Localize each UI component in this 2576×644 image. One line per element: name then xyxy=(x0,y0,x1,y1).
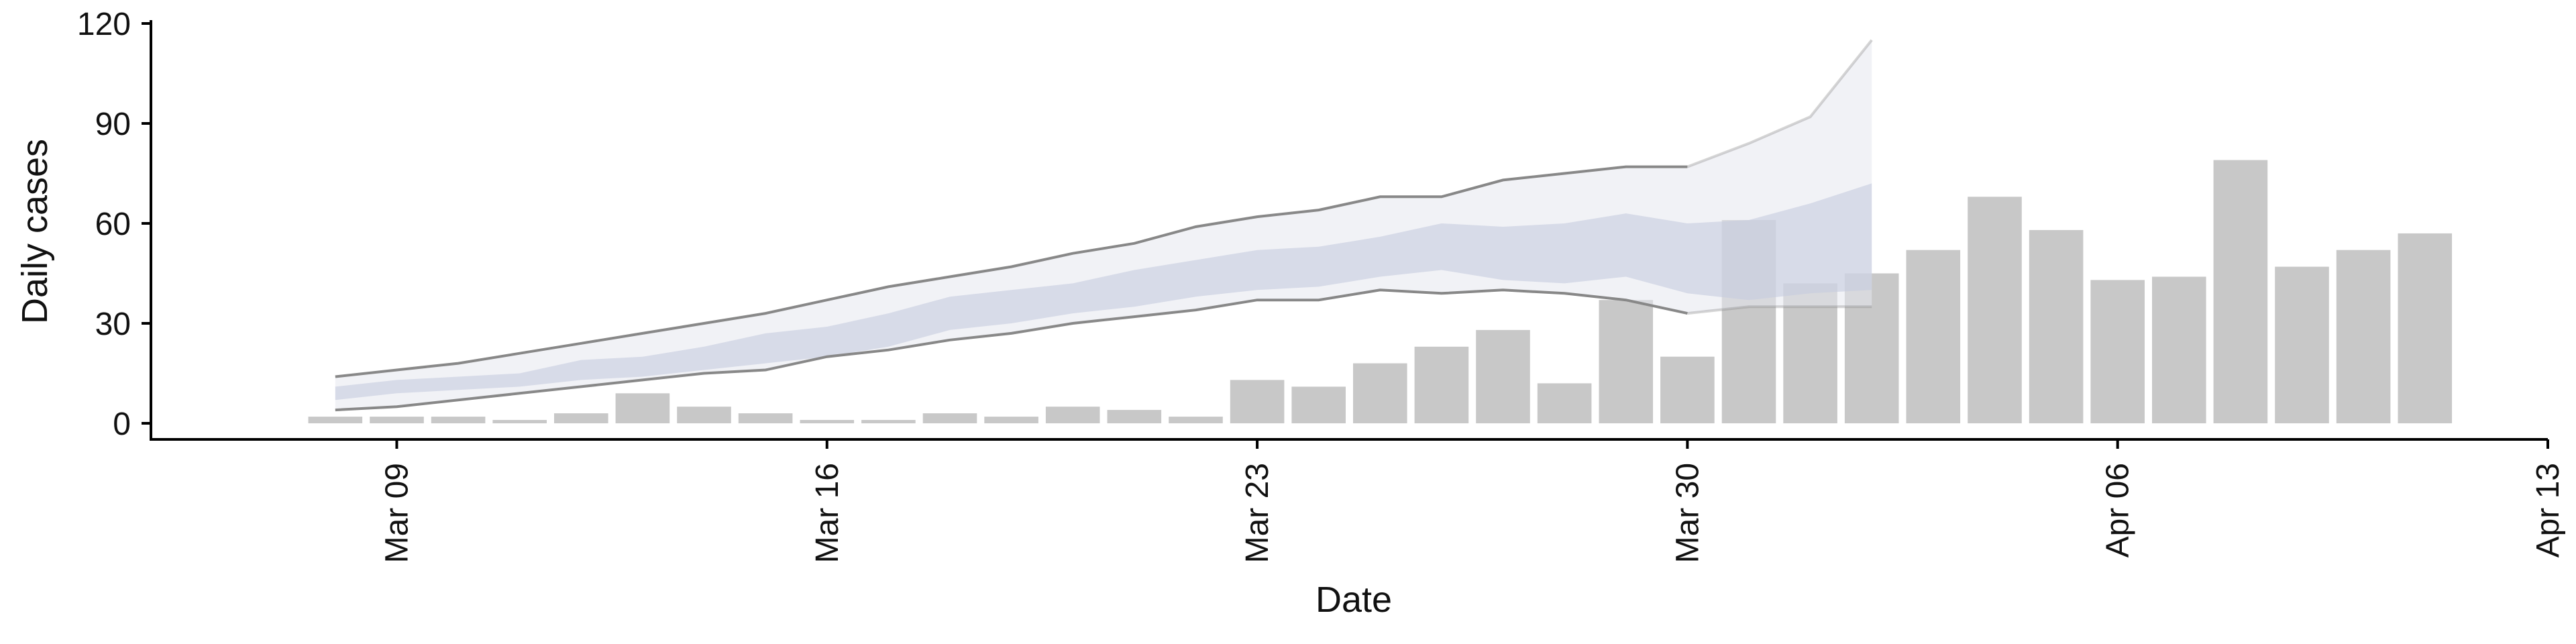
bar-2020-03-17 xyxy=(861,420,916,423)
x-axis-title: Date xyxy=(1316,580,1392,620)
x-tick-label-2020-04-06: Apr 06 xyxy=(2100,463,2136,557)
bar-2020-03-29 xyxy=(1599,300,1654,423)
forecast-band-layer xyxy=(335,40,1872,411)
forecast-upper-line xyxy=(335,165,1688,378)
y-tick-label-0: 0 xyxy=(113,407,131,442)
forecast-upper-line-faded xyxy=(1686,39,1873,168)
bar-2020-03-23 xyxy=(1230,380,1285,423)
bar-2020-03-18 xyxy=(922,413,977,423)
bar-2020-03-08 xyxy=(308,417,363,423)
bar-2020-03-26 xyxy=(1414,346,1469,423)
bar-2020-03-15 xyxy=(738,413,793,423)
bar-2020-03-09 xyxy=(370,417,424,423)
bar-2020-03-30 xyxy=(1660,356,1715,423)
y-axis-title: Daily cases xyxy=(15,139,55,324)
bar-2020-03-10 xyxy=(431,417,486,423)
x-tick-label-2020-03-16: Mar 16 xyxy=(810,463,845,563)
y-tick-label-30: 30 xyxy=(95,307,131,342)
axes-layer: 0 30 60 90 120 Mar 09 Mar 16 Mar 23 Mar 30 Apr 06… xyxy=(77,7,2566,563)
bar-2020-03-24 xyxy=(1291,386,1346,423)
bars-layer xyxy=(308,160,2453,423)
bar-2020-04-03 xyxy=(1906,250,1961,423)
bar-2020-03-28 xyxy=(1537,383,1592,423)
bar-2020-04-09 xyxy=(2275,266,2329,423)
bar-2020-04-10 xyxy=(2336,250,2391,423)
bar-2020-03-16 xyxy=(800,420,855,423)
bar-2020-03-11 xyxy=(492,420,547,423)
bar-2020-03-14 xyxy=(677,407,731,423)
x-tick-label-2020-03-30: Mar 30 xyxy=(1670,463,1705,563)
x-tick-label-2020-03-09: Mar 09 xyxy=(380,463,415,563)
bar-2020-04-05 xyxy=(2029,229,2084,423)
bar-2020-03-13 xyxy=(615,393,670,423)
bar-2020-04-06 xyxy=(2090,280,2145,423)
bar-2020-03-19 xyxy=(984,417,1038,423)
bar-2020-04-07 xyxy=(2152,276,2206,423)
y-tick-label-60: 60 xyxy=(95,207,131,242)
x-tick-label-2020-04-13: Apr 13 xyxy=(2530,463,2566,557)
y-tick-label-90: 90 xyxy=(95,107,131,142)
bar-2020-04-04 xyxy=(1968,197,2022,423)
forecast-line-layer xyxy=(335,39,1873,412)
forecast-inner-band xyxy=(335,183,1872,400)
bar-2020-03-21 xyxy=(1107,410,1162,423)
y-tick-label-120: 120 xyxy=(77,7,131,42)
forecast-lower-line xyxy=(335,288,1688,412)
bar-2020-03-22 xyxy=(1169,417,1223,423)
bar-2020-03-12 xyxy=(554,413,608,423)
bar-2020-03-25 xyxy=(1353,363,1407,423)
bar-2020-03-20 xyxy=(1045,407,1100,423)
bar-2020-04-08 xyxy=(2213,160,2268,423)
bar-2020-04-11 xyxy=(2398,233,2453,423)
bar-2020-03-27 xyxy=(1476,329,1530,423)
forecast-lower-line-faded xyxy=(1687,305,1872,315)
x-tick-label-2020-03-23: Mar 23 xyxy=(1240,463,1275,563)
